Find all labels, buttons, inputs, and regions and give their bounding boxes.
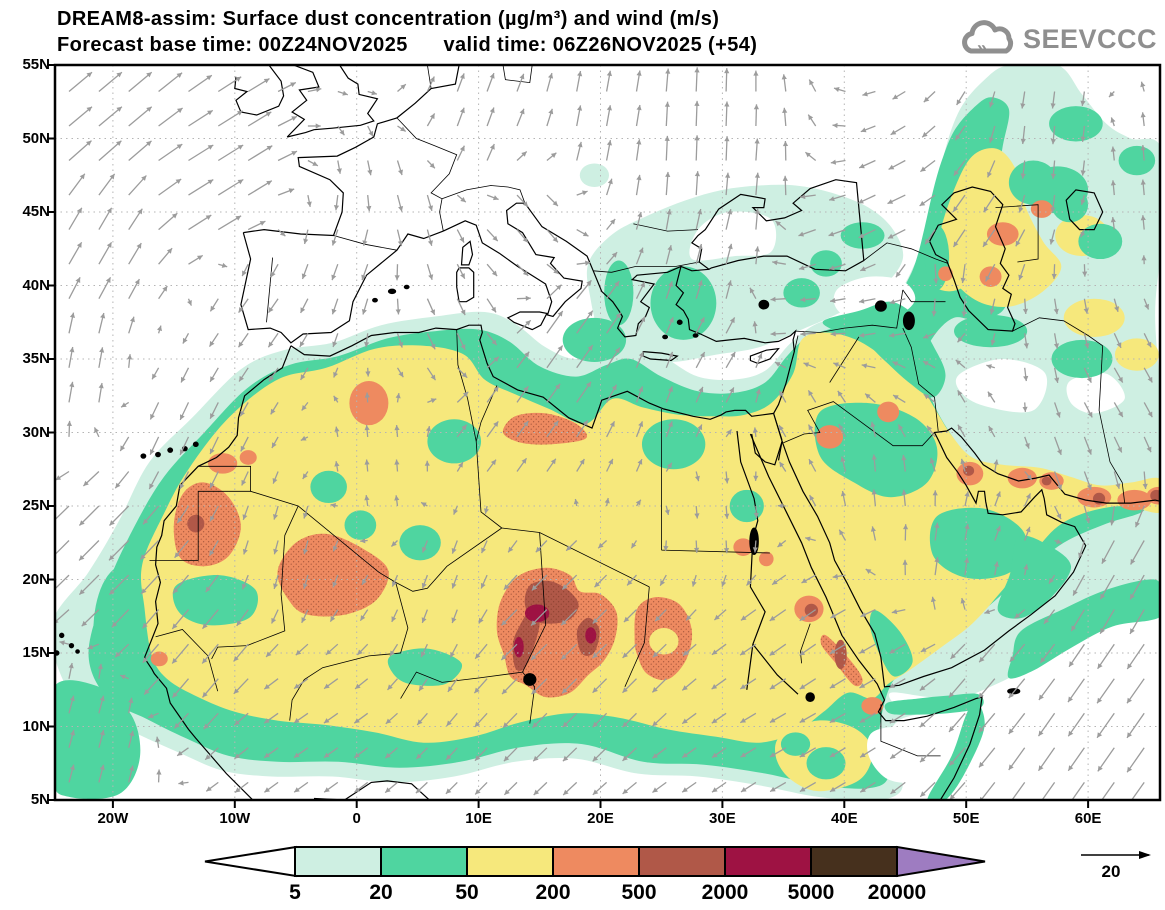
lat-label: 5N — [8, 791, 50, 808]
colorbar-tick-label: 500 — [621, 881, 656, 904]
lon-label: 10W — [208, 810, 262, 827]
wind-reference-svg: 20 — [1063, 843, 1163, 893]
wind-reference: 20 — [1063, 843, 1163, 893]
colorbar-band — [639, 847, 725, 876]
colorbar-tick-label: 5 — [289, 881, 301, 904]
colorbar-tick-label: 5000 — [788, 881, 835, 904]
lat-label: 40N — [8, 277, 50, 294]
lon-label: 40E — [817, 810, 871, 827]
lat-label: 55N — [8, 56, 50, 73]
cloud-icon: » — [957, 18, 1019, 60]
lat-label: 45N — [8, 203, 50, 220]
lat-label: 10N — [8, 718, 50, 735]
colorbar-band — [381, 847, 467, 876]
colorbar-tick-label: 50 — [455, 881, 478, 904]
seevccc-logo: » SEEVCCC — [957, 18, 1157, 60]
lat-label: 35N — [8, 350, 50, 367]
colorbar-band — [295, 847, 381, 876]
colorbar-band — [467, 847, 553, 876]
chart-title: DREAM8-assim: Surface dust concentration… — [57, 6, 757, 32]
colorbar-svg: 5 20 50 200 500 2000 5000 20000 — [195, 843, 995, 905]
colorbar-band — [553, 847, 639, 876]
lat-label: 25N — [8, 497, 50, 514]
wind-reference-arrowhead — [1139, 851, 1151, 859]
colorbar: 5 20 50 200 500 2000 5000 20000 — [195, 843, 995, 905]
lon-label: 10E — [452, 810, 506, 827]
lat-label: 15N — [8, 644, 50, 661]
colorbar-below-arrow — [205, 847, 296, 876]
svg-text:»: » — [977, 38, 987, 58]
colorbar-band — [725, 847, 811, 876]
logo-text: SEEVCCC — [1023, 24, 1157, 55]
lon-label: 20W — [86, 810, 140, 827]
title-block: DREAM8-assim: Surface dust concentration… — [57, 6, 757, 58]
colorbar-tick-label: 20 — [369, 881, 392, 904]
colorbar-tick-label: 20000 — [868, 881, 926, 904]
lon-label: 30E — [695, 810, 749, 827]
colorbar-tick-label: 2000 — [702, 881, 749, 904]
map-svg — [40, 58, 1165, 810]
colorbar-band — [811, 847, 897, 876]
chart-subtitle: Forecast base time: 00Z24NOV2025 valid t… — [57, 32, 757, 58]
wind-reference-label: 20 — [1102, 862, 1121, 881]
lat-label: 50N — [8, 130, 50, 147]
colorbar-above-arrow — [897, 847, 985, 876]
lat-label: 30N — [8, 424, 50, 441]
lon-label: 20E — [574, 810, 628, 827]
lat-label: 20N — [8, 571, 50, 588]
lon-label: 60E — [1061, 810, 1115, 827]
lon-label: 0 — [330, 810, 384, 827]
lon-label: 50E — [939, 810, 993, 827]
colorbar-tick-label: 200 — [535, 881, 570, 904]
